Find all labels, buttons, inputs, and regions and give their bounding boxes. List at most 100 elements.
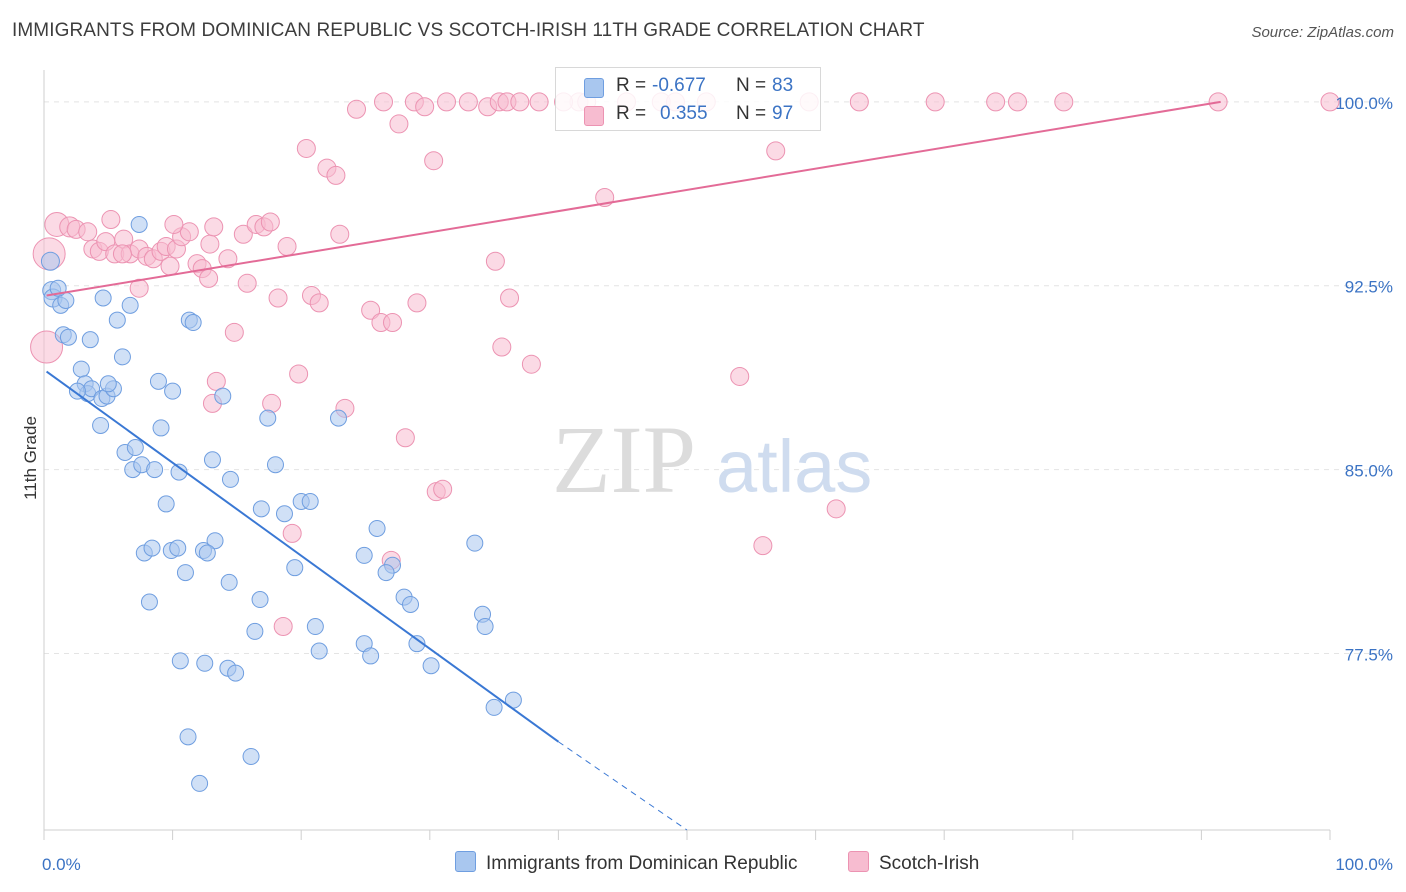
scotch-irish-point [101, 210, 121, 230]
stats-legend: R = -0.677 N = 83 R = 0.355 N = 97 [555, 67, 821, 131]
legend-r-label: R = [616, 75, 647, 96]
scotch-irish-point [179, 222, 199, 242]
dominican-point [203, 451, 221, 469]
dominican-point [149, 372, 167, 390]
scotch-irish-point [849, 92, 869, 112]
dominican-trend-extension [558, 741, 688, 831]
dominican-point [184, 314, 202, 332]
dominican-point [176, 564, 194, 582]
legend-n-value-1: 83 [772, 75, 794, 96]
dominican-point [368, 519, 386, 537]
dominican-point [362, 647, 380, 665]
bottom-legend-swatch-blue [455, 851, 476, 872]
dominican-points [40, 215, 522, 792]
dominican-point [275, 505, 293, 523]
dominican-point [306, 618, 324, 636]
dominican-point [169, 539, 187, 557]
dominican-point [59, 328, 77, 346]
watermark-zip: ZIP [552, 406, 696, 513]
dominican-point [81, 331, 99, 349]
scotch-irish-point [206, 371, 226, 391]
dominican-point [113, 348, 131, 366]
watermark-atlas: atlas [716, 425, 872, 508]
dominican-point [164, 382, 182, 400]
scotch-irish-point [199, 268, 219, 288]
scotch-irish-point [1054, 92, 1074, 112]
dominican-point [146, 461, 164, 479]
scotch-irish-point [415, 97, 435, 117]
scotch-irish-point [330, 224, 350, 244]
dominican-point [402, 595, 420, 613]
legend-n-label: N = [736, 103, 767, 124]
legend-r-label: R = [616, 103, 647, 124]
dominican-point [242, 747, 260, 765]
scotch-irish-point [260, 212, 280, 232]
scotch-irish-point [407, 293, 427, 313]
dominican-point [408, 635, 426, 653]
legend-row-scotch-irish: R = 0.355 N = 97 [556, 101, 820, 129]
dominican-point [108, 311, 126, 329]
scotch-irish-point [766, 141, 786, 161]
dominican-point [301, 492, 319, 510]
scotch-irish-point [485, 251, 505, 271]
scotch-irish-point [521, 354, 541, 374]
trend-lines [45, 100, 1221, 831]
dominican-point [251, 591, 269, 609]
legend-r-value-2: 0.355 [660, 103, 708, 124]
dominican-point [220, 573, 238, 591]
dominican-trend-line [45, 370, 559, 743]
scotch-irish-point [204, 217, 224, 237]
scotch-irish-point [262, 393, 282, 413]
scotch-irish-point [925, 92, 945, 112]
scotch-irish-point [424, 151, 444, 171]
x-tick-label-min: 0.0% [42, 855, 81, 874]
dominican-point [130, 215, 148, 233]
dominican-point [259, 409, 277, 427]
scotch-irish-points [30, 92, 1340, 637]
legend-r-value-1: -0.677 [652, 75, 706, 96]
legend-swatch-blue [584, 78, 604, 98]
y-tick-label: 85.0% [1345, 462, 1393, 481]
dominican-point [179, 728, 197, 746]
bottom-legend-swatch-pink [848, 851, 869, 872]
dominican-point [157, 495, 175, 513]
legend-n-label: N = [736, 75, 767, 96]
dominican-point [191, 774, 209, 792]
scotch-irish-point [458, 92, 478, 112]
scotch-irish-point [282, 523, 302, 543]
scotch-irish-point [1320, 92, 1340, 112]
dominican-point [221, 470, 239, 488]
bottom-legend-dominican: Immigrants from Dominican Republic [455, 851, 798, 875]
scotch-irish-point [437, 92, 457, 112]
scotch-irish-point [361, 300, 381, 320]
dominican-point [126, 439, 144, 457]
dominican-point [252, 500, 270, 518]
scotch-irish-point [30, 330, 64, 364]
y-tick-label: 92.5% [1345, 278, 1393, 297]
dominican-point [476, 618, 494, 636]
scotch-irish-point [273, 617, 293, 637]
legend-row-dominican: R = -0.677 N = 83 [556, 73, 820, 101]
dominican-point [198, 544, 216, 562]
scotch-irish-point [160, 256, 180, 276]
scotch-irish-point [510, 92, 530, 112]
bottom-legend-label-2: Scotch-Irish [879, 853, 980, 874]
dominican-point [99, 375, 117, 393]
scotch-irish-point [268, 288, 288, 308]
dominican-point [329, 409, 347, 427]
dominican-point [422, 657, 440, 675]
y-tick-label: 100.0% [1335, 94, 1393, 113]
scotch-irish-point [826, 499, 846, 519]
watermark: ZIP atlas [552, 406, 872, 513]
dominican-point [266, 456, 284, 474]
scotch-irish-point [200, 234, 220, 254]
source-note: Source: ZipAtlas.com [1251, 24, 1394, 41]
dominican-point [143, 539, 161, 557]
dominican-point [377, 564, 395, 582]
scotch-irish-point [129, 278, 149, 298]
scotch-irish-point [309, 293, 329, 313]
dominican-point [227, 664, 245, 682]
dominican-point [68, 382, 86, 400]
scotch-irish-point [986, 92, 1006, 112]
